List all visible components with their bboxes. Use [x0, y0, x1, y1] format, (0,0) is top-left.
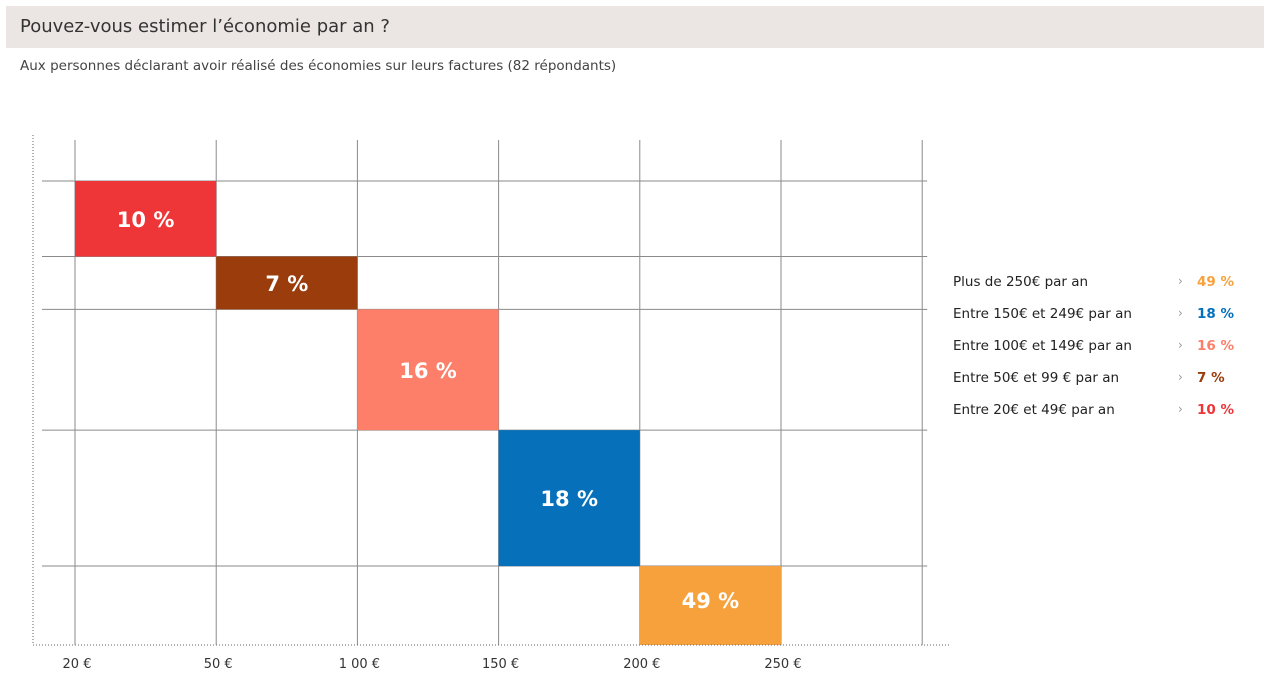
chevron-right-icon: ›	[1178, 274, 1183, 288]
title-bar: Pouvez-vous estimer l’économie par an ?	[6, 6, 1264, 48]
data-label: 7 %	[265, 272, 308, 296]
bar	[216, 256, 358, 310]
legend-item: Entre 150€ et 249€ par an › 18 %	[953, 306, 1253, 338]
legend-item: Entre 100€ et 149€ par an › 16 %	[953, 338, 1253, 370]
legend-value: 18 %	[1197, 306, 1235, 322]
legend-item: Entre 20€ et 49€ par an › 10 %	[953, 402, 1253, 434]
x-tick-label: 200 €	[623, 657, 660, 672]
legend-label: Entre 50€ et 99 € par an	[953, 370, 1120, 386]
legend: Plus de 250€ par an › 49 % Entre 150€ et…	[953, 274, 1253, 434]
legend-label: Entre 100€ et 149€ par an	[953, 338, 1132, 354]
x-tick-label: 20 €	[63, 657, 92, 672]
chevron-right-icon: ›	[1178, 338, 1183, 352]
x-tick-label: 150 €	[482, 657, 519, 672]
x-tick-label: 1 00 €	[339, 657, 380, 672]
legend-value: 7 %	[1197, 370, 1225, 386]
bar	[357, 309, 499, 431]
data-label: 18 %	[540, 487, 598, 511]
data-label: 49 %	[682, 589, 740, 613]
legend-value: 16 %	[1197, 338, 1235, 354]
savings-chart: 10 % 7 % 16 % 18 % 49 % 20 € 50 € 1 00 € 150 € 20…	[32, 135, 950, 672]
bar	[75, 181, 217, 257]
x-tick-label: 50 €	[204, 657, 233, 672]
bar	[498, 430, 640, 567]
data-label: 16 %	[399, 359, 457, 383]
chevron-right-icon: ›	[1178, 306, 1183, 320]
legend-label: Plus de 250€ par an	[953, 274, 1089, 290]
page-subtitle: Aux personnes déclarant avoir réalisé de…	[20, 58, 617, 74]
legend-label: Entre 150€ et 249€ par an	[953, 306, 1132, 322]
legend-item: Entre 50€ et 99 € par an › 7 %	[953, 370, 1253, 402]
chevron-right-icon: ›	[1178, 370, 1183, 384]
data-label: 10 %	[117, 208, 175, 232]
x-tick-label: 250 €	[764, 657, 801, 672]
bar	[639, 566, 781, 645]
legend-value: 49 %	[1197, 274, 1235, 290]
legend-value: 10 %	[1197, 402, 1235, 418]
legend-label: Entre 20€ et 49€ par an	[953, 402, 1115, 418]
chevron-right-icon: ›	[1178, 402, 1183, 416]
legend-item: Plus de 250€ par an › 49 %	[953, 274, 1253, 306]
page-title: Pouvez-vous estimer l’économie par an ?	[20, 16, 390, 37]
